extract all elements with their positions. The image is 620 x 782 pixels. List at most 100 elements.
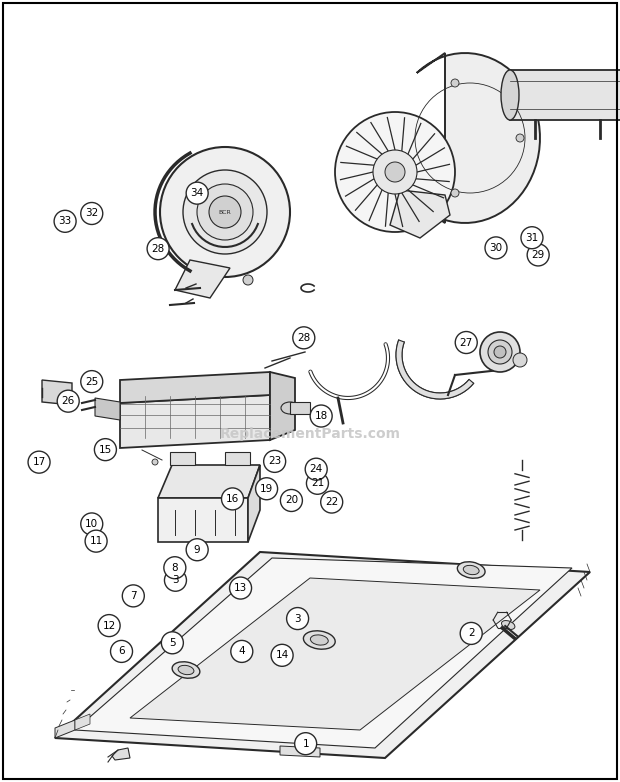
- Circle shape: [160, 147, 290, 277]
- Circle shape: [98, 615, 120, 637]
- Circle shape: [271, 644, 293, 666]
- Circle shape: [494, 346, 506, 358]
- Circle shape: [460, 622, 482, 644]
- Circle shape: [243, 275, 253, 285]
- Ellipse shape: [501, 70, 519, 120]
- Text: 27: 27: [459, 338, 473, 347]
- Circle shape: [513, 353, 527, 367]
- Polygon shape: [510, 70, 620, 120]
- Circle shape: [451, 189, 459, 197]
- Text: 7: 7: [130, 591, 136, 601]
- Circle shape: [451, 79, 459, 87]
- Circle shape: [485, 237, 507, 259]
- Text: 18: 18: [314, 411, 328, 421]
- Polygon shape: [75, 714, 90, 730]
- Text: 12: 12: [102, 621, 116, 630]
- Polygon shape: [112, 748, 130, 760]
- Text: 23: 23: [268, 457, 281, 466]
- Ellipse shape: [463, 565, 479, 575]
- Ellipse shape: [311, 635, 328, 645]
- Circle shape: [335, 112, 455, 232]
- Text: 6: 6: [118, 647, 125, 656]
- Text: 11: 11: [89, 536, 103, 546]
- Ellipse shape: [178, 665, 194, 675]
- Text: ReplacementParts.com: ReplacementParts.com: [219, 427, 401, 441]
- Text: 25: 25: [85, 377, 99, 386]
- Text: 9: 9: [194, 545, 200, 554]
- Circle shape: [455, 332, 477, 353]
- Ellipse shape: [502, 621, 515, 630]
- Circle shape: [286, 608, 309, 630]
- Polygon shape: [175, 260, 230, 298]
- Polygon shape: [95, 398, 120, 420]
- Circle shape: [54, 210, 76, 232]
- Polygon shape: [417, 53, 540, 223]
- Polygon shape: [170, 452, 195, 465]
- Circle shape: [122, 585, 144, 607]
- Text: 13: 13: [234, 583, 247, 593]
- Circle shape: [147, 238, 169, 260]
- Circle shape: [488, 340, 512, 364]
- Text: 2: 2: [468, 629, 474, 638]
- Polygon shape: [396, 340, 474, 399]
- Text: 19: 19: [260, 484, 273, 493]
- Text: 21: 21: [311, 479, 324, 488]
- Polygon shape: [55, 552, 590, 758]
- Text: 31: 31: [525, 233, 539, 242]
- Circle shape: [161, 632, 184, 654]
- Polygon shape: [120, 395, 270, 448]
- Circle shape: [164, 569, 187, 591]
- Polygon shape: [158, 465, 260, 498]
- Text: 20: 20: [285, 496, 298, 505]
- Text: 10: 10: [85, 519, 99, 529]
- Circle shape: [81, 203, 103, 224]
- Text: 16: 16: [226, 494, 239, 504]
- Circle shape: [152, 459, 158, 465]
- Text: 5: 5: [169, 638, 175, 647]
- Polygon shape: [280, 746, 320, 757]
- Circle shape: [164, 557, 186, 579]
- Ellipse shape: [303, 631, 335, 649]
- Text: 24: 24: [309, 465, 323, 474]
- Polygon shape: [225, 452, 250, 465]
- Circle shape: [264, 450, 286, 472]
- Text: 28: 28: [297, 333, 311, 343]
- Text: BCR: BCR: [219, 210, 231, 214]
- Text: 4: 4: [239, 647, 245, 656]
- Text: 1: 1: [303, 739, 309, 748]
- Circle shape: [81, 371, 103, 393]
- Circle shape: [183, 170, 267, 254]
- Text: 14: 14: [275, 651, 289, 660]
- Polygon shape: [120, 372, 270, 403]
- Text: 3: 3: [172, 576, 179, 585]
- Text: 34: 34: [190, 188, 204, 198]
- Circle shape: [221, 488, 244, 510]
- Circle shape: [231, 640, 253, 662]
- Circle shape: [81, 513, 103, 535]
- Polygon shape: [248, 465, 260, 542]
- Circle shape: [293, 327, 315, 349]
- Ellipse shape: [281, 402, 299, 414]
- Circle shape: [321, 491, 343, 513]
- Text: 30: 30: [489, 243, 503, 253]
- Ellipse shape: [172, 662, 200, 678]
- Circle shape: [310, 405, 332, 427]
- Text: 8: 8: [172, 563, 178, 572]
- Polygon shape: [75, 558, 572, 748]
- Text: 22: 22: [325, 497, 339, 507]
- Circle shape: [186, 182, 208, 204]
- Polygon shape: [290, 402, 310, 414]
- Ellipse shape: [458, 561, 485, 578]
- Text: 15: 15: [99, 445, 112, 454]
- Circle shape: [373, 150, 417, 194]
- Text: 28: 28: [151, 244, 165, 253]
- Circle shape: [305, 458, 327, 480]
- Polygon shape: [390, 190, 450, 238]
- Text: 32: 32: [85, 209, 99, 218]
- Circle shape: [521, 227, 543, 249]
- Circle shape: [294, 733, 317, 755]
- Polygon shape: [270, 372, 295, 440]
- Polygon shape: [42, 380, 72, 405]
- Circle shape: [280, 490, 303, 511]
- Circle shape: [385, 162, 405, 182]
